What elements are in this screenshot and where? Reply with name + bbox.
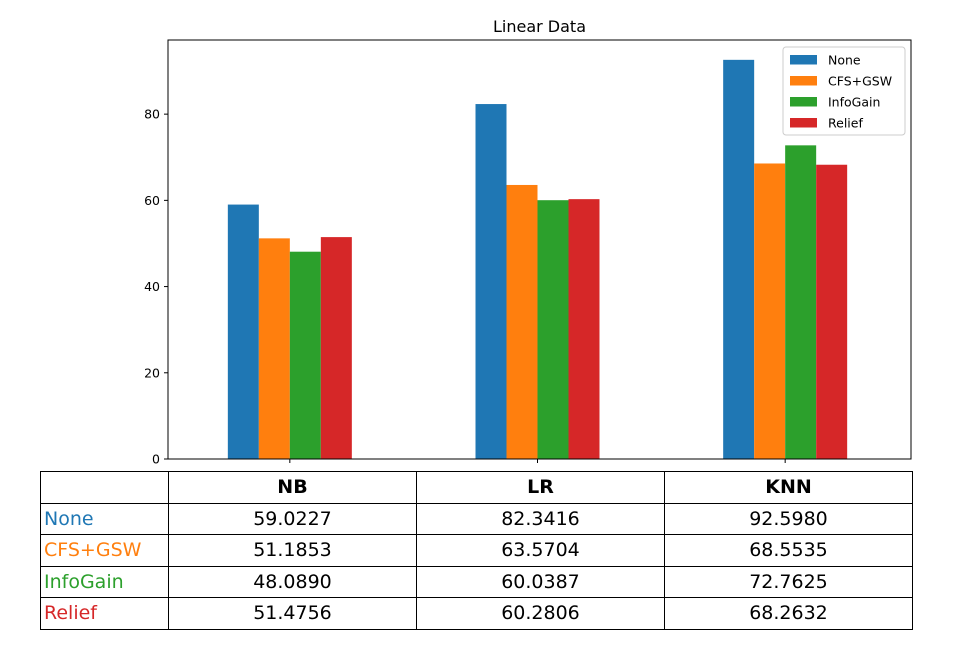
table-cell: 60.0387 [416, 565, 665, 598]
row-label: CFS+GSW [40, 534, 169, 567]
bar [289, 251, 321, 459]
bar [754, 163, 786, 459]
table-cell: 51.1853 [168, 534, 417, 567]
table-cell: 60.2806 [416, 597, 665, 630]
legend-box [782, 46, 906, 136]
legend-label: None [828, 53, 861, 68]
bar [475, 104, 507, 459]
chart-title: Linear Data [493, 17, 586, 36]
legend-label: Relief [828, 116, 863, 131]
table-row: CFS+GSW 51.1853 63.5704 68.5535 [40, 534, 913, 567]
table-header-cell: LR [416, 471, 665, 504]
table-header-cell: NB [168, 471, 417, 504]
y-tick-label: 60 [144, 193, 160, 208]
legend-swatch [790, 55, 817, 65]
y-tick-label: 20 [144, 365, 160, 380]
legend-label: InfoGain [828, 95, 880, 110]
bar [537, 200, 569, 459]
legend: None CFS+GSW InfoGain Relief [782, 46, 906, 136]
y-tick-label: 0 [152, 452, 160, 467]
table-cell: 68.2632 [664, 597, 913, 630]
table-cell: 92.5980 [664, 502, 913, 535]
bar [568, 199, 600, 459]
table-cell: 72.7625 [664, 565, 913, 598]
bar [506, 184, 538, 459]
legend-swatch [790, 118, 817, 128]
table-row: None 59.0227 82.3416 92.5980 [40, 502, 913, 535]
table-row: Relief 51.4756 60.2806 68.2632 [40, 597, 913, 630]
legend-swatch [790, 76, 817, 86]
bar [723, 59, 755, 460]
row-label: InfoGain [40, 565, 169, 598]
data-table: NB LR KNN None 59.0227 82.3416 92.5980 C… [40, 471, 913, 630]
bar [258, 238, 290, 459]
bar [227, 204, 259, 459]
legend-label: CFS+GSW [828, 74, 892, 89]
bar-chart: Linear Data 0 20 40 60 80 None CFS+GSW InfoGai… [144, 17, 912, 467]
table-cell: 63.5704 [416, 534, 665, 567]
table-cell: 51.4756 [168, 597, 417, 630]
row-label: Relief [40, 597, 169, 630]
table-header-cell: KNN [664, 471, 913, 504]
y-tick-label: 80 [144, 107, 160, 122]
table-header-row: NB LR KNN [40, 471, 913, 504]
row-label: None [40, 502, 169, 535]
bar [785, 145, 817, 460]
bar [816, 164, 848, 459]
table-row: InfoGain 48.0890 60.0387 72.7625 [40, 565, 913, 598]
bar [320, 237, 352, 459]
plot-frame [167, 39, 912, 460]
legend-swatch [790, 97, 817, 107]
table-cell: 82.3416 [416, 502, 665, 535]
table-header-cell [40, 471, 169, 504]
table-cell: 48.0890 [168, 565, 417, 598]
table-cell: 68.5535 [664, 534, 913, 567]
table-cell: 59.0227 [168, 502, 417, 535]
y-tick-label: 40 [144, 279, 160, 294]
axes-group: 0 20 40 60 80 [144, 107, 786, 467]
bars-group [227, 59, 848, 460]
